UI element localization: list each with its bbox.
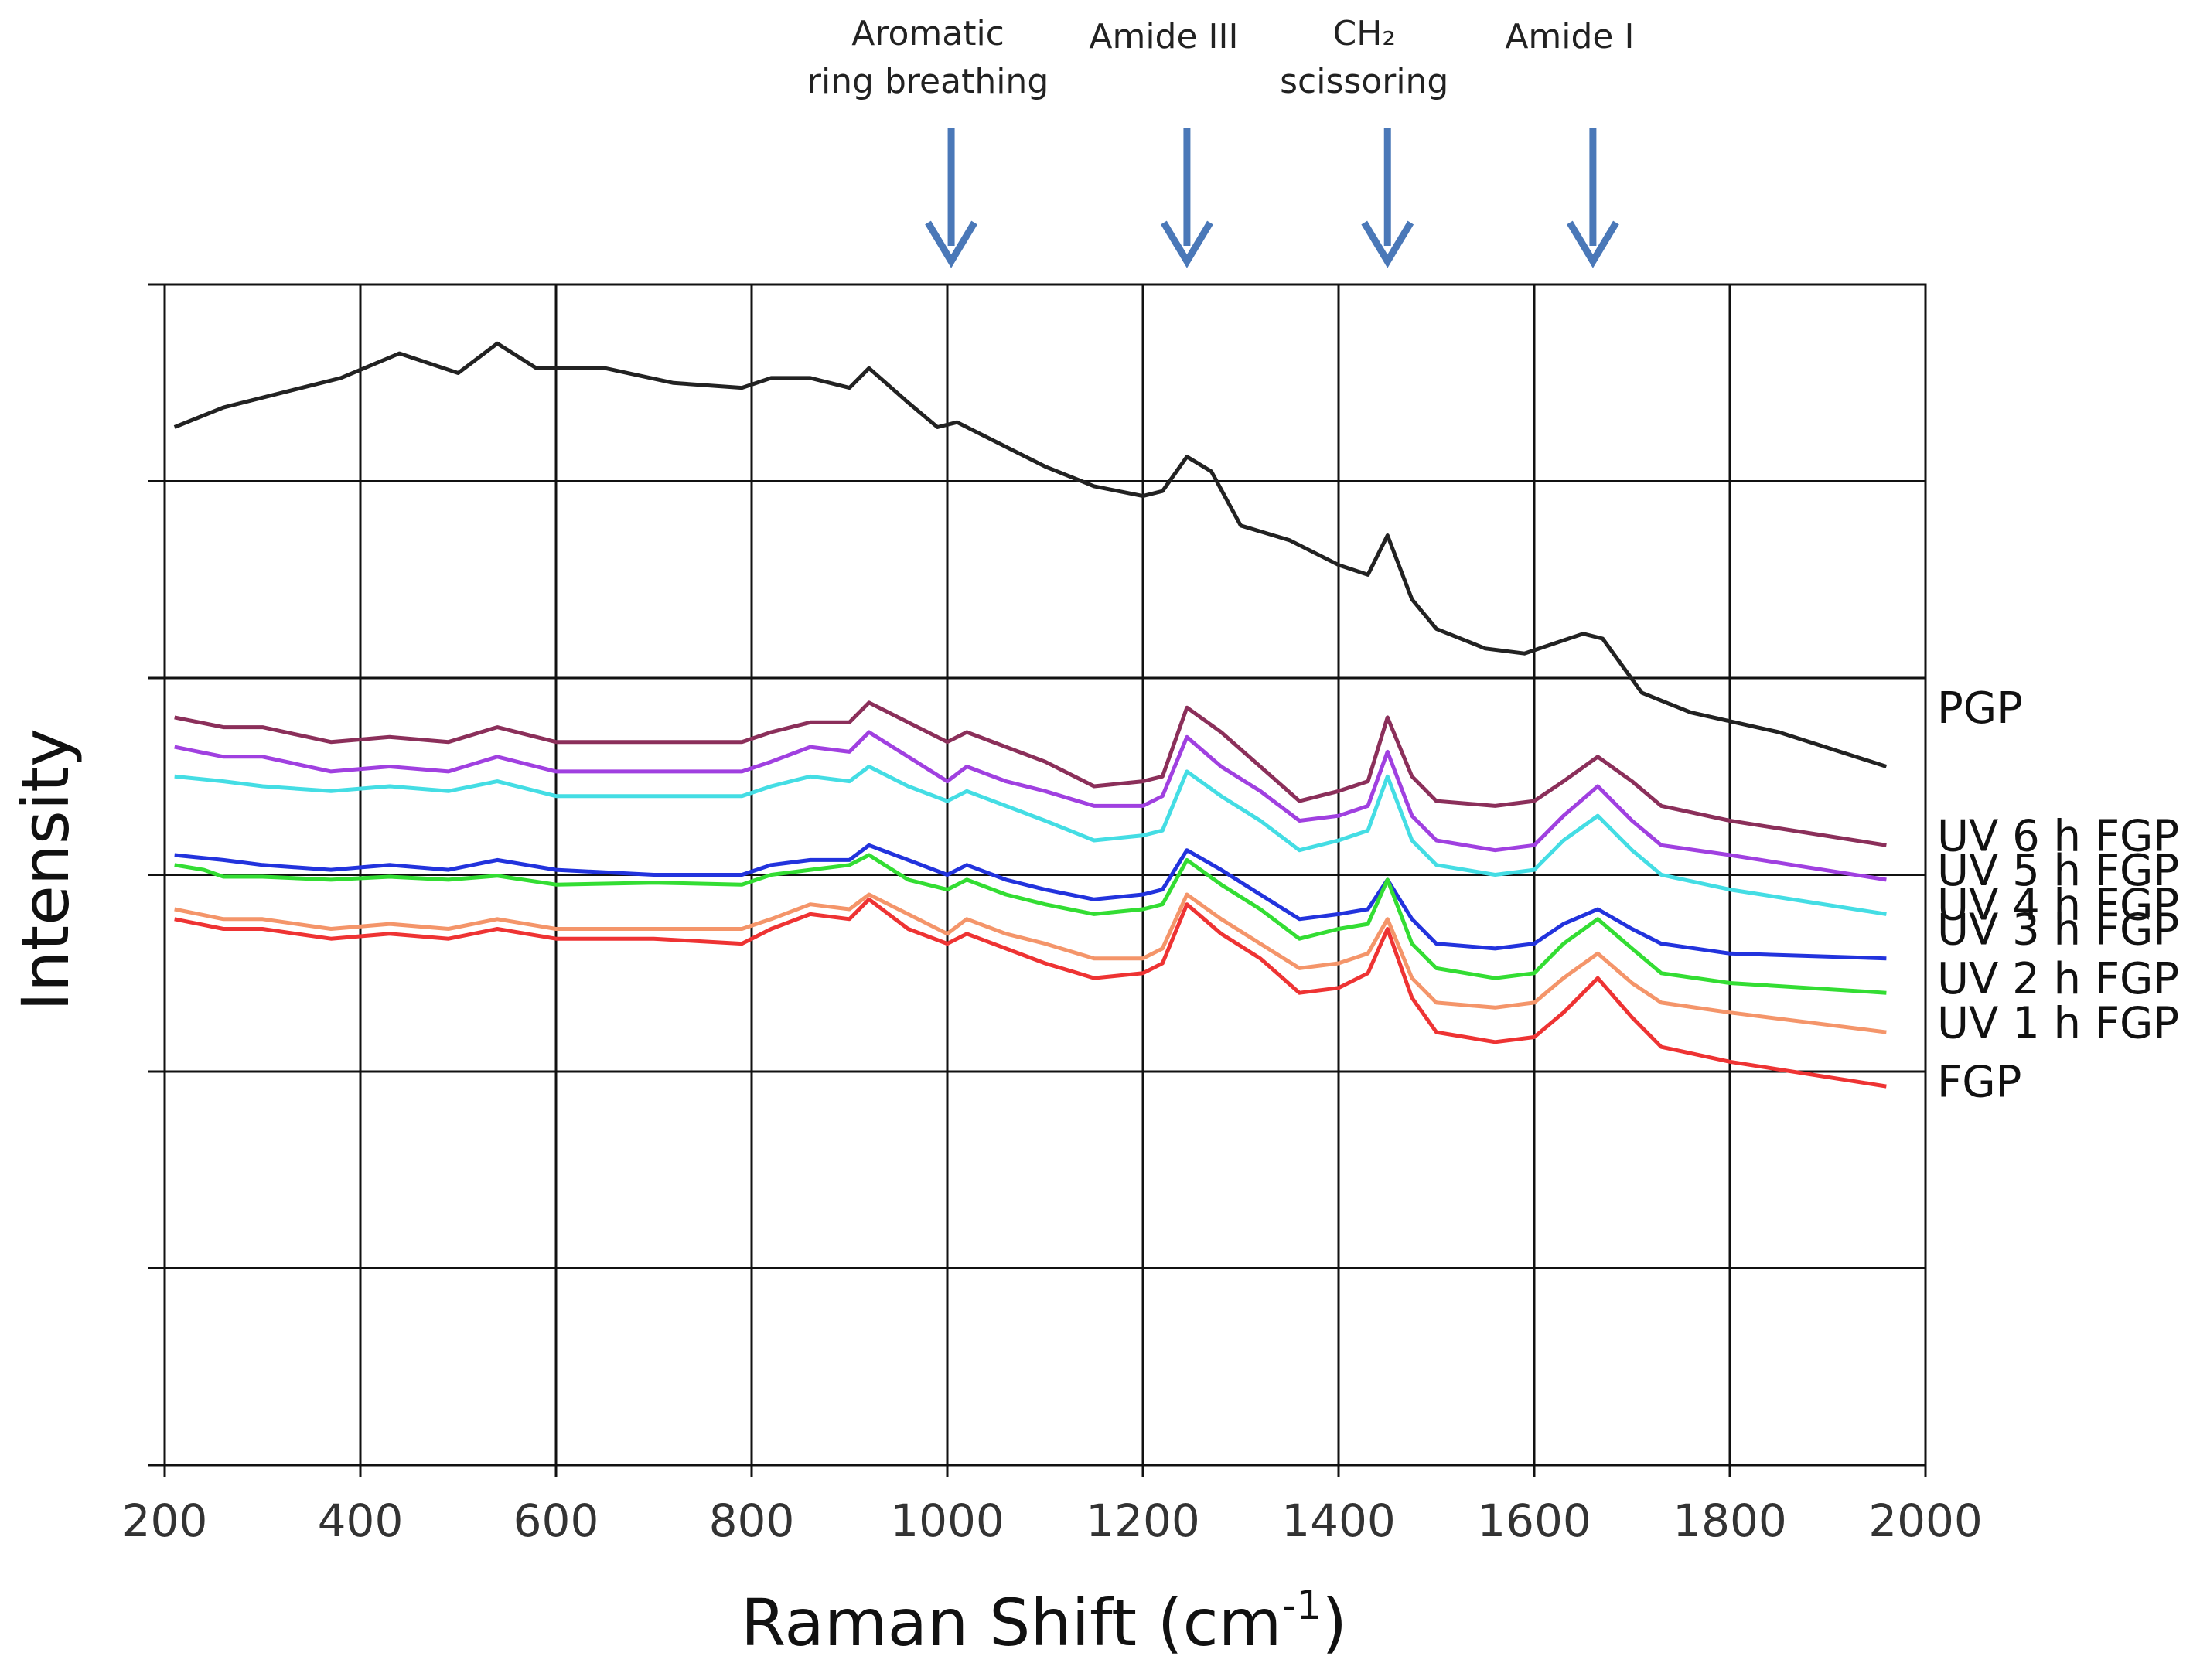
annotation-label: scissoring [1280, 62, 1448, 101]
x-tick-label: 1000 [890, 1494, 1004, 1547]
series-label-uv-5-h-fgp: UV 5 h FGP [1937, 846, 2179, 896]
annotation-arrow-head [1161, 220, 1213, 268]
series-line-fgp [174, 897, 1887, 1089]
x-tick-label: 200 [122, 1494, 208, 1547]
x-tick-labels: 200 400 600 800 1000 1200 1400 1600 1800 2000 [122, 1494, 1983, 1547]
series-layer [173, 341, 1888, 1089]
series-line-uv-3-h-fgp [174, 843, 1887, 961]
series-line-uv-1-h-fgp [174, 892, 1887, 1034]
x-tick-label: 800 [709, 1494, 795, 1547]
annotation-ch2: CH₂ scissoring [1280, 14, 1448, 268]
x-axis-title: Raman Shift (cm-1) [741, 1583, 1347, 1661]
series-line-uv-6-h-fgp [174, 700, 1887, 847]
x-axis-title-close: ) [1322, 1585, 1347, 1661]
annotation-label: Amide I [1505, 17, 1634, 56]
series-line-uv-4-h-fgp [174, 765, 1887, 916]
series-label-fgp: FGP [1937, 1058, 2021, 1108]
x-tick-label: 600 [513, 1494, 599, 1547]
series-label-pgp: PGP [1937, 683, 2023, 734]
series-label-uv-4-h-fgp: UV 4 h FGP [1937, 881, 2179, 931]
x-tick-label: 1800 [1673, 1494, 1787, 1547]
x-tick-label: 2000 [1868, 1494, 1983, 1547]
annotation-arrow-head [1361, 220, 1414, 268]
annotation-arrow-head [925, 220, 977, 268]
plot-frame [163, 283, 1927, 1467]
series-label-uv-1-h-fgp: UV 1 h FGP [1937, 998, 2179, 1048]
annotation-aromatic: Aromatic ring breathing [807, 14, 1049, 268]
x-tick-label: 1600 [1477, 1494, 1591, 1547]
series-line-uv-5-h-fgp [174, 730, 1887, 882]
annotation-label: ring breathing [807, 62, 1049, 101]
annotation-amide1: Amide I [1505, 17, 1634, 268]
annotation-amide3: Amide III [1089, 17, 1238, 268]
series-label-uv-3-h-fgp: UV 3 h FGP [1937, 905, 2179, 955]
x-tick-label: 1200 [1086, 1494, 1200, 1547]
x-axis-title-superscript: -1 [1282, 1583, 1322, 1629]
annotation-label: CH₂ [1333, 14, 1396, 53]
series-line-pgp [173, 341, 1888, 768]
series-line-uv-2-h-fgp [174, 853, 1887, 995]
annotation-label: Aromatic [851, 14, 1004, 53]
x-tick-label: 400 [318, 1494, 404, 1547]
y-axis-title: Intensity [8, 728, 84, 1011]
annotation-arrow-head [1567, 220, 1619, 268]
series-label-uv-2-h-fgp: UV 2 h FGP [1937, 954, 2179, 1004]
peak-annotations: Aromatic ring breathing Amide III CH₂ scisso… [807, 14, 1634, 268]
annotation-label: Amide III [1089, 17, 1238, 56]
series-label-uv-6-h-fgp: UV 6 h FGP [1937, 812, 2179, 862]
x-tick-label: 1400 [1281, 1494, 1396, 1547]
